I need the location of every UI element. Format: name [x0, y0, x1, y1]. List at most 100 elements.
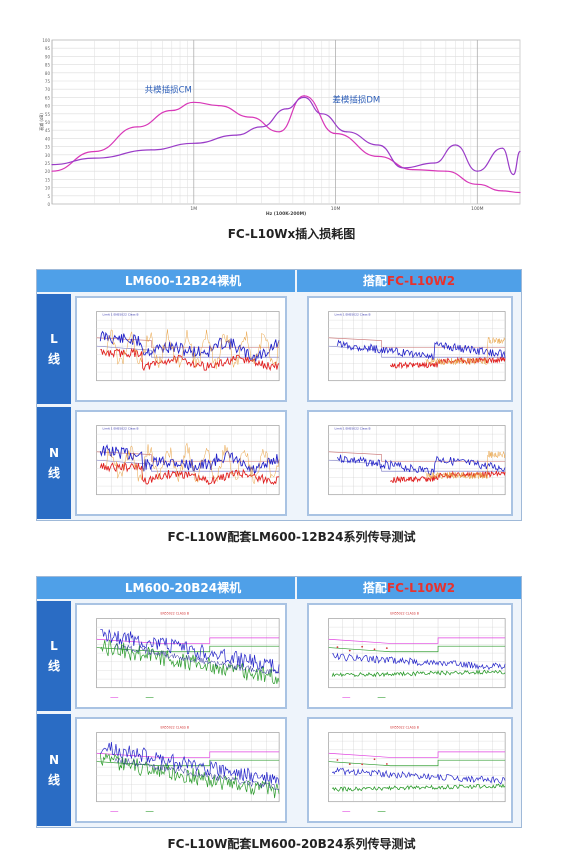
table1-row-n-char: 线: [47, 466, 60, 480]
table1-col-filter-header: 搭配FC-L10W2: [297, 270, 521, 292]
emi-trace: [332, 652, 506, 671]
emi-trace: [425, 336, 506, 366]
dm-point: [519, 150, 521, 153]
il-x-tick: 1M: [190, 206, 197, 212]
dm-point: [150, 149, 152, 151]
dm-point: [377, 144, 379, 146]
il-y-tick: 50: [45, 120, 51, 125]
dm-point: [303, 96, 305, 98]
emi-trace: [100, 347, 280, 372]
cm-point: [303, 95, 305, 97]
table1-col-bare-header: LM600-12B24裸机: [71, 270, 295, 292]
t1-l-filter-plot: Limit 1 EN55022 Class B: [307, 296, 513, 402]
il-y-tick: 25: [45, 161, 51, 166]
il-y-label: 衰减 (dB): [38, 113, 44, 131]
emi-trace: [389, 356, 506, 370]
cm-point: [377, 155, 379, 158]
emi-trace: [337, 454, 506, 476]
emi-title-text: EN55022 CLASS B: [160, 726, 188, 730]
emi-limit-line: [96, 451, 280, 462]
table2-row-l-char: 线: [47, 659, 60, 673]
il-y-tick: 10: [45, 186, 51, 191]
table2-col-filter-prefix: 搭配: [362, 581, 387, 595]
t2-n-filter-plot: EN55022 CLASS B: [307, 717, 513, 823]
emi-legend-text: Limit 1 EN55022 Class B: [334, 426, 370, 430]
table1-row-l-char: 线: [47, 352, 60, 366]
cm-point: [94, 150, 96, 153]
emi-marker: [373, 648, 376, 651]
il-y-tick: 70: [45, 87, 51, 92]
table2-caption: FC-L10W配套LM600-20B24系列传导测试: [167, 837, 416, 851]
emi-limit-line: [328, 759, 506, 767]
il-y-tick: 80: [45, 71, 51, 76]
cm-point: [519, 191, 521, 194]
dm-point: [434, 162, 436, 164]
emi-limit-line: [328, 337, 506, 348]
table1-col-filter-prefix: 搭配: [362, 274, 387, 288]
il-x-tick: 10M: [331, 206, 341, 212]
table1-row-l-letter: L: [50, 332, 58, 346]
emi-trace: [114, 642, 280, 675]
cm-point: [501, 190, 503, 192]
emi-trace: [331, 783, 506, 793]
il-y-tick: 55: [45, 112, 51, 117]
dm-point: [260, 126, 263, 128]
table1-row-n-letter: N: [48, 446, 60, 460]
emi-limit-line: [328, 645, 506, 653]
cm-point: [445, 170, 447, 172]
cm-curve: [51, 95, 521, 194]
emi-limit-line: [96, 645, 280, 653]
emi-marker: [373, 758, 376, 761]
emi-trace: [105, 329, 280, 370]
dm-point: [321, 113, 323, 115]
table2-row-n-char: 线: [47, 773, 60, 787]
emi-limit-line: [96, 337, 280, 348]
emi-marker: [348, 763, 351, 765]
il-y-tick: 35: [45, 145, 51, 150]
emi-trace: [99, 462, 280, 485]
dm-point: [476, 170, 478, 172]
dm-point: [454, 144, 456, 146]
emi-trace: [99, 330, 280, 362]
dm-point: [51, 164, 53, 166]
table2-col-bare-header: LM600-20B24裸机: [71, 577, 295, 599]
table2-row-n-letter: N: [48, 753, 60, 767]
il-y-tick: 90: [45, 54, 51, 59]
emi-marker: [361, 763, 364, 766]
emi-limit-line: [328, 451, 506, 462]
t1-l-bare-plot: Limit 1 EN55022 Class B: [75, 296, 287, 402]
dm-point: [402, 167, 404, 169]
emi-trace: [100, 741, 280, 785]
il-x-tick: 100M: [471, 206, 484, 212]
insertion-loss-plot: 1009590858075706560555045403530252015105…: [38, 38, 521, 217]
emi-title-text: EN55022 CLASS B: [160, 612, 188, 616]
emi-trace: [100, 629, 280, 674]
emi-trace: [114, 757, 280, 791]
emi-limit-line: [328, 751, 506, 758]
cm-point: [278, 131, 280, 133]
insertion-loss-chart: 100 95 90 85 80 75 70 65 60 55 50 45 40 35 30 25 20 15 10 5…: [38, 36, 524, 217]
il-y-tick: 5: [47, 194, 50, 199]
emi-title-text: EN55022 CLASS B: [390, 726, 418, 730]
il-y-tick: 65: [45, 95, 51, 100]
dm-point: [501, 147, 503, 149]
table1-caption: FC-L10W配套LM600-12B24系列传导测试: [167, 530, 416, 544]
il-x-label: Hz (100K-200M): [266, 211, 306, 216]
emi-trace: [390, 470, 506, 484]
dm-point: [94, 157, 96, 159]
cm-point: [193, 101, 195, 103]
emi-legend-text: Limit 1 EN55022 Class B: [334, 312, 370, 316]
t2-l-bare-plot: EN55022 CLASS B: [75, 603, 287, 709]
il-y-tick: 15: [45, 177, 51, 182]
il-y-tick: 100: [42, 38, 50, 43]
il-y-tick: 85: [45, 63, 51, 68]
dm-point: [235, 134, 238, 136]
emi-marker: [348, 649, 351, 652]
cm-point: [476, 183, 478, 185]
emi-legend-text: Limit 1 EN55022 Class B: [103, 312, 139, 316]
table1-col-filter-model: FC-L10W2: [386, 274, 456, 288]
